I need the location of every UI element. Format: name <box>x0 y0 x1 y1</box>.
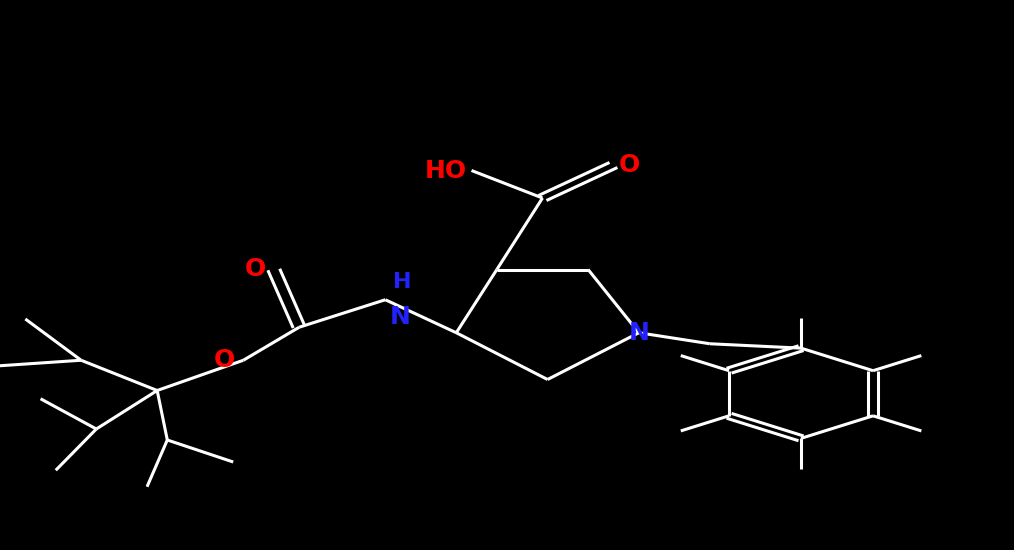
Text: H: H <box>393 272 412 292</box>
Text: N: N <box>389 305 411 329</box>
Text: O: O <box>244 257 266 282</box>
Text: HO: HO <box>424 158 466 183</box>
Text: O: O <box>619 153 640 177</box>
Text: O: O <box>214 348 235 372</box>
Text: N: N <box>629 321 649 345</box>
